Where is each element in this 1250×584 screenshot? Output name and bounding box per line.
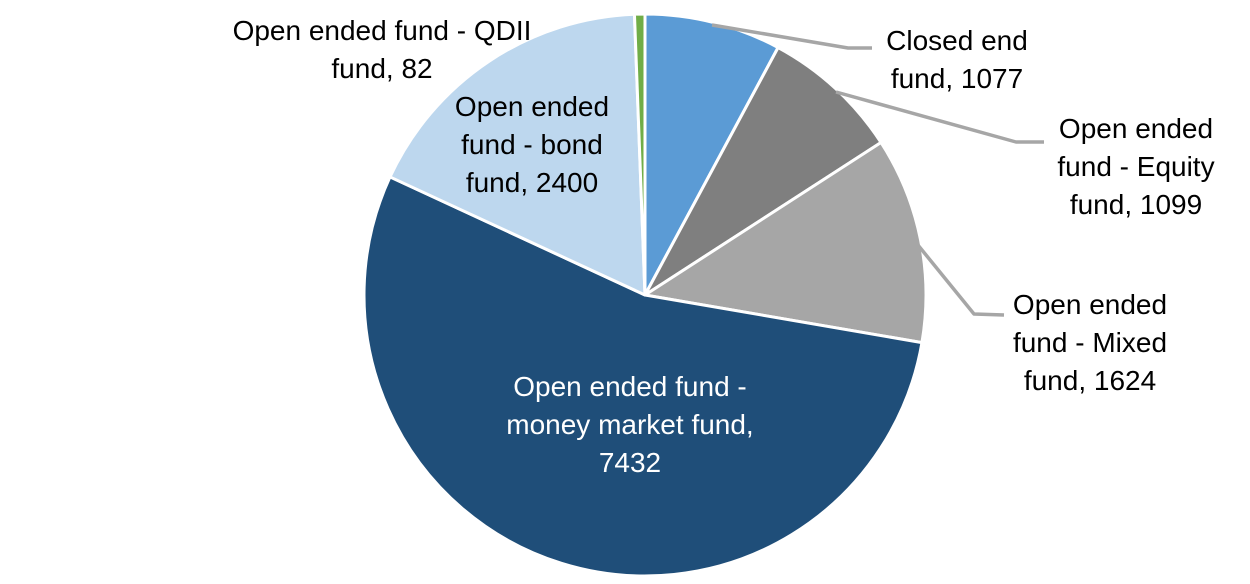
pie-slice-qdii-fund [632,12,647,297]
pie-slices [362,12,928,578]
label-line: fund - bond [461,129,603,160]
label-line: Open ended fund - QDII [232,15,532,46]
pie-slice-bond-fund [388,12,647,297]
label-line: Open ended [1058,113,1214,144]
label-line: Open ended [1012,289,1168,320]
leader-line-closed-end-fund [711,23,872,50]
label-line: money market fund, [506,409,754,440]
leader-line-equity-fund [835,90,1044,144]
label-line: 7432 [598,447,662,478]
pie-slice-money-market-fund [362,175,924,578]
label-line: fund, 1077 [890,63,1024,94]
label-mixed-fund: Open ended fund - Mixed fund, 1624 [980,286,1200,400]
label-line: fund, 1624 [1023,365,1157,396]
pie-slice-equity-fund [643,46,883,297]
label-bond-fund: Open ended fund - bond fund, 2400 [432,88,632,202]
leader-line-mixed-fund [898,221,1005,317]
label-line: fund, 1099 [1069,189,1203,220]
label-line: fund, 2400 [465,167,599,198]
label-line: fund - Mixed [1012,327,1168,358]
label-equity-fund: Open ended fund - Equity fund, 1099 [1026,110,1246,224]
label-money-market-fund: Open ended fund - money market fund, 743… [450,368,810,482]
label-closed-end-fund: Closed end fund, 1077 [857,22,1057,98]
label-qdii-fund: Open ended fund - QDII fund, 82 [192,12,572,88]
label-line: Closed end [886,25,1028,56]
pie-slice-mixed-fund [643,140,928,345]
label-line: Open ended fund - [513,371,747,402]
pie-slice-closed-end-fund [643,12,780,297]
label-line: fund, 82 [331,53,433,84]
label-line: Open ended [454,91,610,122]
label-line: fund - Equity [1057,151,1215,182]
